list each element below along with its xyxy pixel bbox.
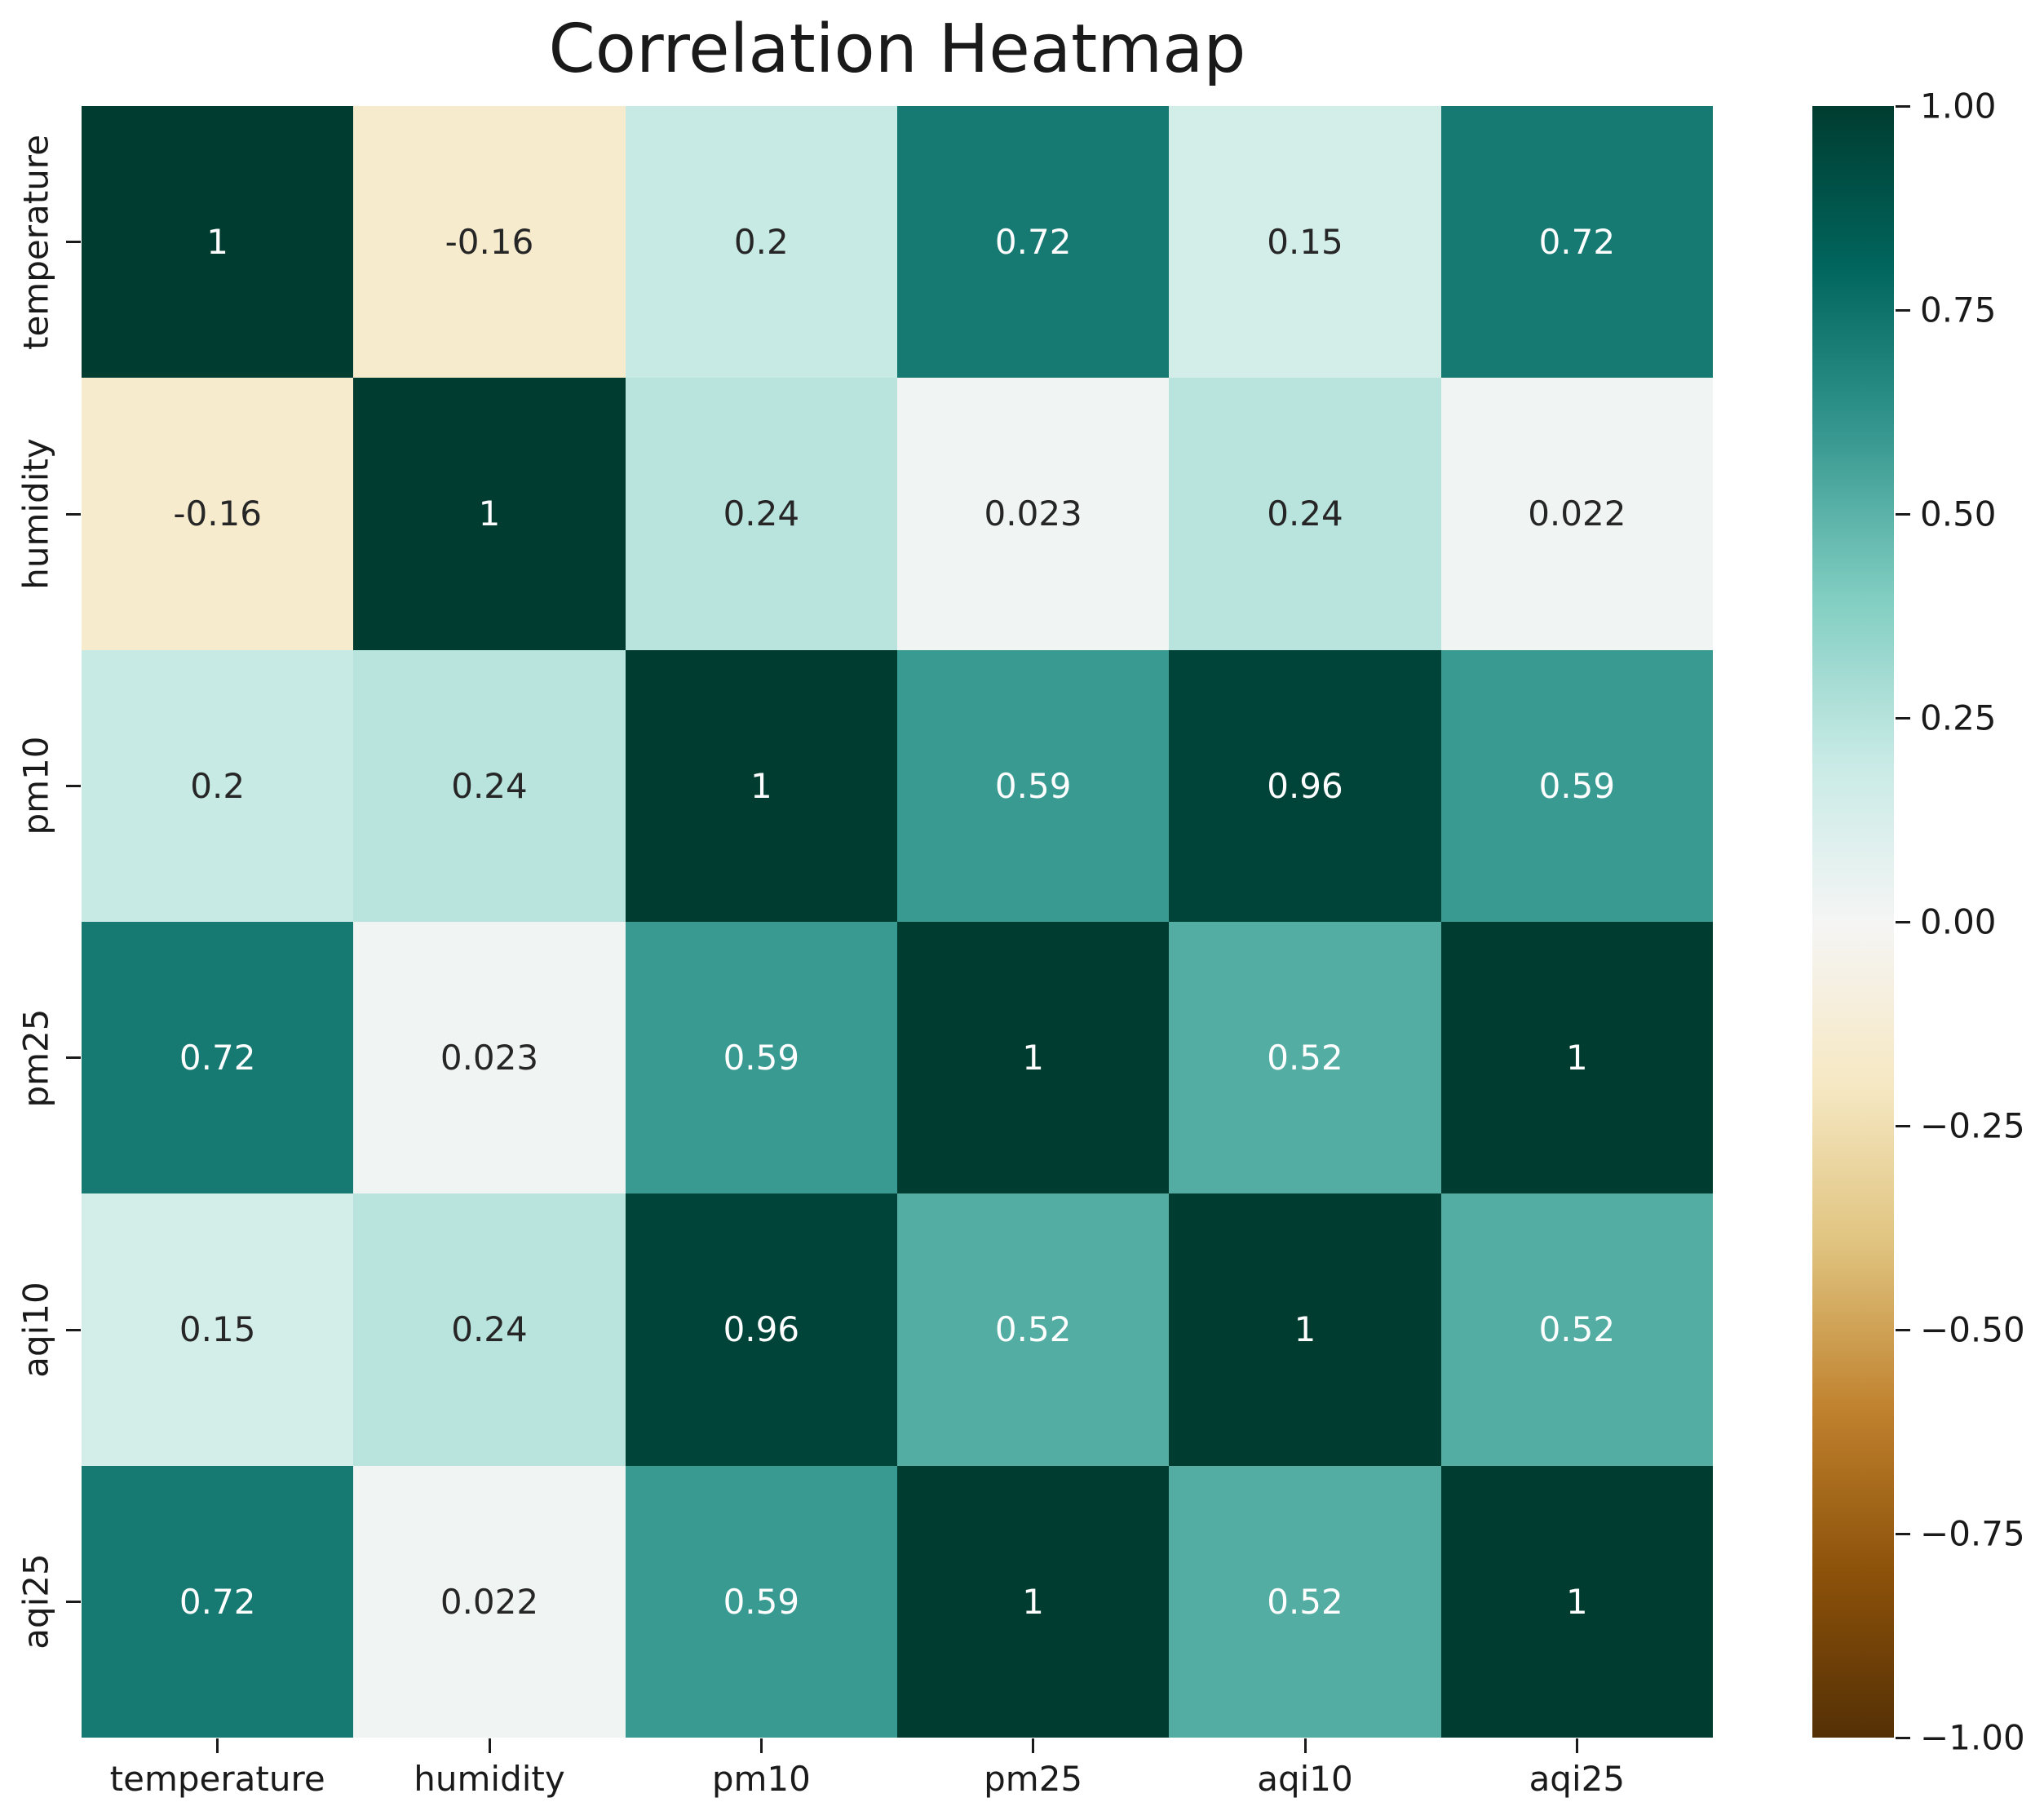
colorbar-tick-−0.50 (1896, 1328, 1910, 1331)
y-axis-tick-temperature (66, 241, 81, 244)
heatmap-cell-pm25-aqi25: 1 (1440, 922, 1713, 1194)
colorbar-tick-label-−0.50: −0.50 (1920, 1309, 2025, 1350)
x-axis-label-aqi10: aqi10 (1257, 1759, 1353, 1799)
heatmap-cell-pm25-pm10: 0.59 (625, 922, 897, 1194)
heatmap-cell-pm10-pm25: 0.59 (897, 649, 1170, 922)
heatmap-cell-aqi25-humidity: 0.022 (353, 1465, 626, 1738)
x-axis-label-aqi25: aqi25 (1529, 1759, 1626, 1799)
heatmap-cell-humidity-aqi25: 0.022 (1440, 378, 1713, 650)
heatmap-cell-aqi25-temperature: 0.72 (82, 1465, 354, 1738)
heatmap-cell-aqi10-aqi25: 0.52 (1440, 1193, 1713, 1466)
heatmap-cell-pm10-aqi25: 0.59 (1440, 649, 1713, 922)
colorbar-tick-0.50 (1896, 512, 1910, 516)
y-axis-label-temperature: temperature (15, 134, 56, 350)
colorbar-tick-label-0.50: 0.50 (1920, 494, 1997, 534)
heatmap-cell-aqi25-pm25: 1 (897, 1465, 1170, 1738)
heatmap-cell-aqi10-aqi10: 1 (1169, 1193, 1441, 1466)
colorbar-tick-label-0.75: 0.75 (1920, 290, 1997, 330)
heatmap-cell-temperature-aqi10: 0.15 (1169, 106, 1441, 379)
x-axis-label-pm25: pm25 (984, 1759, 1083, 1799)
y-axis-tick-aqi10 (66, 1328, 81, 1331)
x-axis-label-humidity: humidity (414, 1759, 565, 1799)
heatmap-cell-pm10-pm10: 1 (625, 649, 897, 922)
heatmap-cell-temperature-humidity: -0.16 (353, 106, 626, 379)
x-axis-tick-aqi25 (1575, 1738, 1578, 1753)
y-axis-tick-pm10 (66, 784, 81, 787)
heatmap-cell-temperature-pm25: 0.72 (897, 106, 1170, 379)
heatmap-cell-temperature-aqi25: 0.72 (1440, 106, 1713, 379)
heatmap-cell-pm25-humidity: 0.023 (353, 922, 626, 1194)
x-axis-tick-pm10 (759, 1738, 763, 1753)
heatmap-cell-aqi25-pm10: 0.59 (625, 1465, 897, 1738)
y-axis-label-aqi25: aqi25 (15, 1553, 56, 1650)
heatmap-cell-pm10-temperature: 0.2 (82, 649, 354, 922)
heatmap-cell-aqi10-humidity: 0.24 (353, 1193, 626, 1466)
colorbar-tick-0.00 (1896, 920, 1910, 923)
heatmap-grid: 1 -0.16 0.2 0.72 0.15 0.72 -0.16 1 0.24 0.023 0.24… (82, 106, 1713, 1738)
heatmap-cell-temperature-temperature: 1 (82, 106, 354, 379)
colorbar-tick-−0.25 (1896, 1124, 1910, 1127)
heatmap-cell-humidity-aqi10: 0.24 (1169, 378, 1441, 650)
heatmap-cell-pm25-aqi10: 0.52 (1169, 922, 1441, 1194)
heatmap-cell-aqi10-temperature: 0.15 (82, 1193, 354, 1466)
colorbar-tick-label-0.00: 0.00 (1920, 901, 1997, 942)
heatmap-cell-temperature-pm10: 0.2 (625, 106, 897, 379)
colorbar-tick-label-−0.75: −0.75 (1920, 1513, 2025, 1554)
colorbar-tick-−0.75 (1896, 1532, 1910, 1535)
colorbar-tick-label-0.25: 0.25 (1920, 697, 1997, 738)
heatmap-cell-pm10-humidity: 0.24 (353, 649, 626, 922)
colorbar-tick-label-1.00: 1.00 (1920, 86, 1997, 126)
colorbar-gradient (1812, 106, 1894, 1738)
y-axis-tick-pm25 (66, 1056, 81, 1060)
x-axis-tick-temperature (216, 1738, 219, 1753)
colorbar-tick-0.75 (1896, 308, 1910, 312)
heatmap-cell-humidity-humidity: 1 (353, 378, 626, 650)
heatmap-cell-pm25-pm25: 1 (897, 922, 1170, 1194)
x-axis-label-pm10: pm10 (711, 1759, 811, 1799)
heatmap-cell-humidity-temperature: -0.16 (82, 378, 354, 650)
y-axis-tick-humidity (66, 512, 81, 516)
colorbar-tick-0.25 (1896, 716, 1910, 720)
heatmap-cell-aqi10-pm10: 0.96 (625, 1193, 897, 1466)
colorbar-tick-1.00 (1896, 104, 1910, 108)
heatmap-cell-pm10-aqi10: 0.96 (1169, 649, 1441, 922)
heatmap-cell-humidity-pm25: 0.023 (897, 378, 1170, 650)
colorbar-tick-−1.00 (1896, 1736, 1910, 1739)
x-axis-tick-aqi10 (1303, 1738, 1307, 1753)
heatmap-cell-pm25-temperature: 0.72 (82, 922, 354, 1194)
y-axis-tick-aqi25 (66, 1600, 81, 1603)
heatmap-cell-aqi25-aqi10: 0.52 (1169, 1465, 1441, 1738)
heatmap-cell-aqi25-aqi25: 1 (1440, 1465, 1713, 1738)
x-axis-label-temperature: temperature (109, 1759, 325, 1799)
heatmap-cell-aqi10-pm25: 0.52 (897, 1193, 1170, 1466)
y-axis-label-aqi10: aqi10 (15, 1282, 56, 1378)
colorbar-tick-label-−1.00: −1.00 (1920, 1717, 2025, 1758)
chart-title: Correlation Heatmap (548, 11, 1246, 88)
heatmap-cell-humidity-pm10: 0.24 (625, 378, 897, 650)
y-axis-label-humidity: humidity (15, 438, 56, 590)
x-axis-tick-pm25 (1032, 1738, 1035, 1753)
colorbar-tick-label-−0.25: −0.25 (1920, 1105, 2025, 1146)
x-axis-tick-humidity (488, 1738, 491, 1753)
y-axis-label-pm25: pm25 (15, 1008, 56, 1108)
y-axis-label-pm10: pm10 (15, 736, 56, 835)
